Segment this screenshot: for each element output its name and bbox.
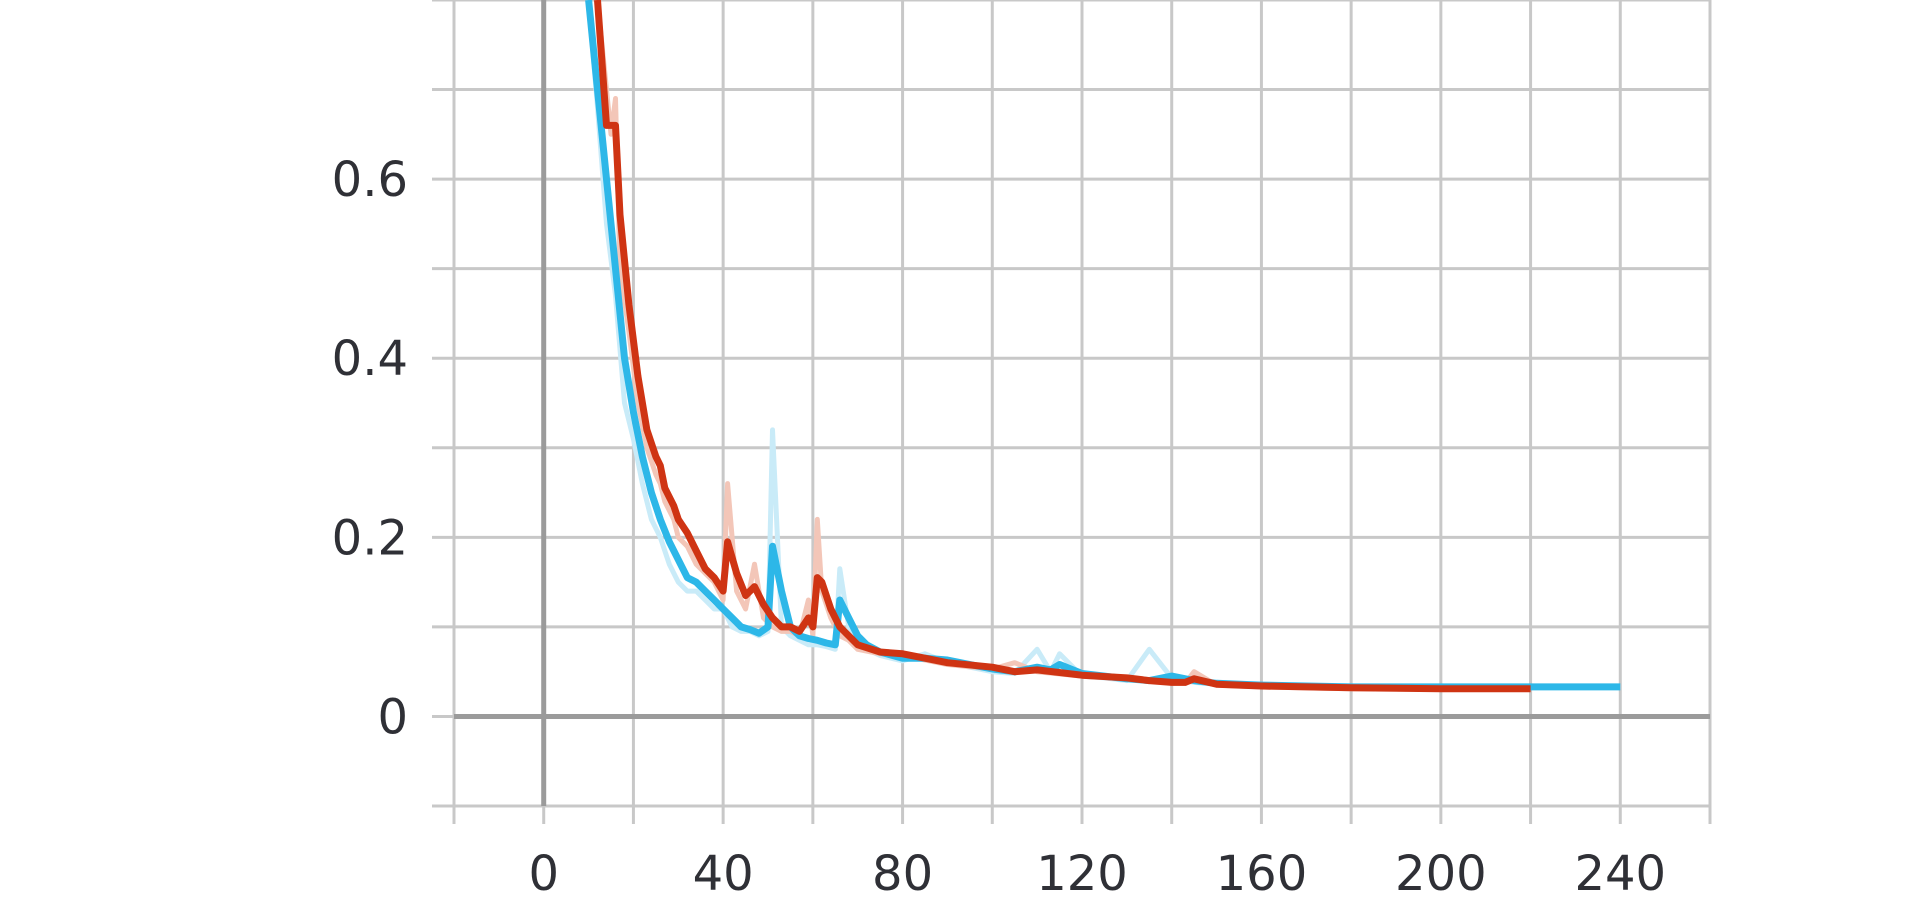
x-tick-labels: 0 40 80 120 160 200 240 [528, 846, 1666, 902]
y-tick-label: 0.6 [332, 152, 408, 208]
series-1-smoothed-line [594, 0, 1531, 693]
x-tick-label: 160 [1216, 846, 1308, 902]
x-tick-label: 240 [1574, 846, 1666, 902]
grid [432, 0, 1712, 824]
series-1-raw-line [595, 0, 1531, 692]
y-tick-label: 0 [377, 689, 408, 745]
x-tick-label: 40 [693, 846, 754, 902]
axes [454, 0, 1710, 806]
y-tick-label: 0.2 [332, 510, 408, 566]
x-tick-label: 80 [872, 846, 933, 902]
x-tick-label: 200 [1395, 846, 1487, 902]
x-tick-label: 0 [528, 846, 559, 902]
y-tick-label: 0.4 [332, 331, 408, 387]
x-tick-label: 120 [1036, 846, 1128, 902]
y-tick-labels: 0 0.2 0.4 0.6 [332, 152, 408, 745]
series-layer [585, 0, 1621, 693]
